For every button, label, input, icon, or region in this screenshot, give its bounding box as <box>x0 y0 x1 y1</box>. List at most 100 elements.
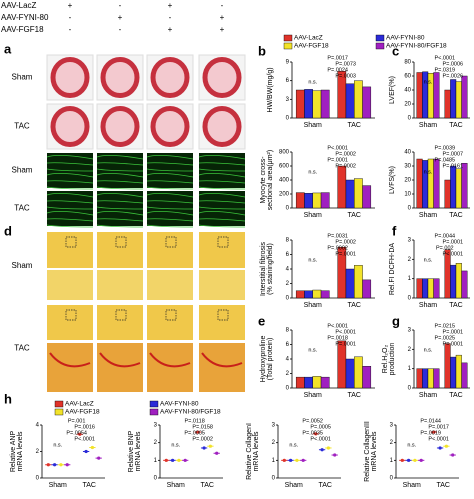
annotation: P<.0001 <box>74 436 95 442</box>
fiber <box>46 162 94 166</box>
x-tick-label: TAC <box>83 482 96 489</box>
y-tick-label: 2 <box>154 440 158 446</box>
y-tick-label: 40 <box>404 150 411 156</box>
annotation: n.s. <box>424 169 433 175</box>
y-tick-label: 8 <box>286 238 290 244</box>
annotation: P=.0144 <box>420 418 441 424</box>
matrix-row-label: AAV-FYNI-80 <box>1 13 49 22</box>
fiber <box>146 173 194 178</box>
roi <box>65 309 77 321</box>
bar <box>354 80 363 119</box>
y-tick-label: 2 <box>408 347 412 353</box>
fiber <box>96 224 144 228</box>
matrix-row-label: AAV-LacZ <box>1 1 37 10</box>
fibrosis <box>99 352 141 368</box>
x-tick-label: Sham <box>285 482 303 489</box>
bar <box>433 368 440 389</box>
annotation: P<.0001 <box>327 323 348 329</box>
bar <box>362 279 372 299</box>
dot <box>419 458 423 462</box>
fiber <box>198 173 246 178</box>
dot <box>432 430 436 434</box>
dot <box>400 458 404 462</box>
roi <box>217 236 229 248</box>
bar <box>427 368 434 389</box>
roi <box>115 309 127 321</box>
y-axis-label: (% staining/field) <box>267 243 274 295</box>
bar <box>337 340 347 389</box>
annotation: P=.0002 <box>335 151 356 157</box>
annotation: P=.0017 <box>327 55 348 61</box>
bar <box>461 362 468 389</box>
dot <box>84 449 88 454</box>
y-tick-label: 6 <box>286 252 290 258</box>
y-tick-label: 4 <box>36 423 40 429</box>
y-tick-label: 3 <box>408 328 412 334</box>
y-tick-label: 0 <box>154 476 158 482</box>
y-axis-label: Interstitial fibrosis <box>260 241 267 296</box>
x-tick-label: Sham <box>304 212 322 219</box>
image-row-label: TAC <box>14 344 30 353</box>
fiber <box>198 193 246 198</box>
panel-letter: d <box>4 223 12 238</box>
y-tick-label: 2 <box>36 449 40 455</box>
y-axis-label: mRNA levels <box>371 431 378 472</box>
x-tick-label: TAC <box>348 392 361 399</box>
matrix-sign: - <box>69 13 72 22</box>
bar <box>304 290 313 299</box>
bar <box>416 278 423 299</box>
bar <box>427 158 434 209</box>
image-row-label: TAC <box>14 204 30 213</box>
dot <box>215 451 219 455</box>
annotation: P=.0161 <box>442 163 463 169</box>
annotation: P=.002 <box>436 245 454 251</box>
fibrosis <box>49 352 91 368</box>
bar <box>444 89 451 119</box>
y-tick-label: 0 <box>408 296 412 302</box>
fiber <box>96 155 144 160</box>
heart-section <box>202 57 242 98</box>
bar <box>422 368 429 389</box>
annotation: n.s. <box>171 442 180 448</box>
annotation: P=.0044 <box>434 233 455 239</box>
bar <box>455 168 462 209</box>
dot <box>202 446 206 450</box>
x-tick-label: Sham <box>49 482 67 489</box>
legend-label: AAV-FGF18 <box>65 409 100 416</box>
annotation: n.s. <box>308 257 317 263</box>
annotation: P=.0158 <box>192 424 213 430</box>
fiber <box>146 218 194 222</box>
matrix-sign: + <box>220 13 225 22</box>
bar <box>312 376 322 389</box>
y-tick-label: 9 <box>286 60 290 66</box>
y-tick-label: 20 <box>404 178 411 184</box>
annotation: P=.0006 <box>442 61 463 67</box>
dot <box>326 446 330 450</box>
bar <box>461 270 468 299</box>
fibrosis <box>149 352 191 368</box>
dot <box>314 432 318 436</box>
annotation: P=.0002 <box>335 163 356 169</box>
annotation: P=.0016 <box>74 424 95 430</box>
legend-swatch <box>54 408 64 416</box>
y-tick-label: 600 <box>279 164 290 170</box>
x-tick-label: Sham <box>304 122 322 129</box>
y-tick-label: 8 <box>286 328 290 334</box>
panel-letter: c <box>392 43 399 58</box>
fiber <box>146 211 194 216</box>
bar <box>461 75 468 119</box>
image-row-label: Sham <box>12 166 33 175</box>
bar <box>354 265 363 299</box>
y-axis-label: mRNA levels <box>17 431 24 472</box>
x-tick-label: TAC <box>449 122 462 129</box>
bar <box>345 358 355 389</box>
x-tick-label: Sham <box>419 392 437 399</box>
roi <box>165 236 177 248</box>
x-tick-label: TAC <box>319 482 332 489</box>
bar <box>433 278 440 299</box>
bar <box>312 90 322 119</box>
annotation: P=.0005 <box>184 430 205 436</box>
annotation: P=.0215 <box>434 323 455 329</box>
fiber <box>46 155 94 160</box>
